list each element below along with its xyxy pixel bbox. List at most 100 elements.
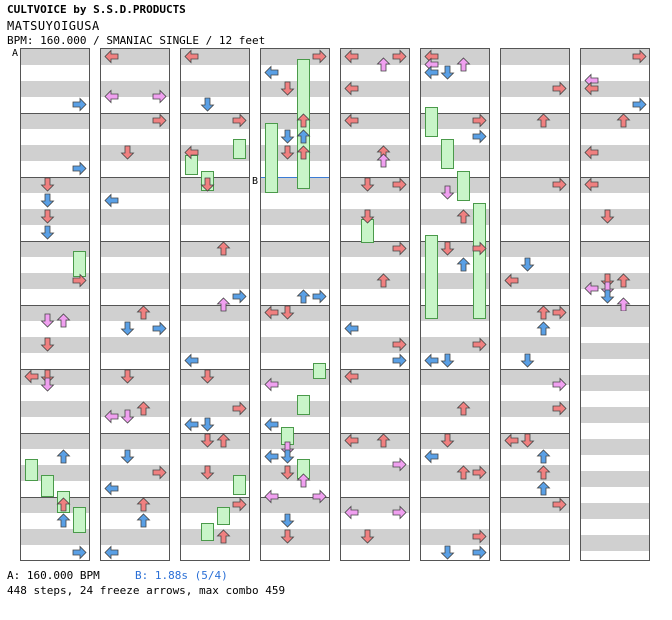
left-arrow-icon [264,417,279,432]
down-arrow-icon [200,177,215,192]
measure-line [181,241,249,242]
up-arrow-icon [616,113,631,128]
left-arrow-icon [184,417,199,432]
right-arrow-icon [392,337,407,352]
measure-line [421,433,489,434]
chart-column-1 [20,48,90,561]
up-arrow-icon [216,529,231,544]
measure-line [421,113,489,114]
measure-line [501,177,569,178]
chart-column-5 [340,48,410,561]
right-arrow-icon [392,457,407,472]
up-arrow-icon [536,321,551,336]
left-arrow-icon [344,505,359,520]
measure-line [341,433,409,434]
measure-line [581,305,649,306]
measure-line [341,497,409,498]
down-arrow-icon [280,305,295,320]
down-arrow-icon [280,465,295,480]
left-arrow-icon [504,433,519,448]
measure-line [421,369,489,370]
freeze-arrow [201,523,214,541]
left-arrow-icon [104,49,119,64]
left-arrow-icon [584,81,599,96]
chart-column-8 [580,48,650,561]
marker-b-label: B [252,176,259,187]
right-arrow-icon [312,489,327,504]
down-arrow-icon [280,145,295,160]
freeze-arrow [425,235,438,319]
left-arrow-icon [344,433,359,448]
down-arrow-icon [440,185,455,200]
up-arrow-icon [456,401,471,416]
right-arrow-icon [392,505,407,520]
down-arrow-icon [600,281,615,296]
up-arrow-icon [216,297,231,312]
left-arrow-icon [264,65,279,80]
measure-line [421,305,489,306]
measure-line [181,369,249,370]
up-arrow-icon [456,209,471,224]
left-arrow-icon [184,49,199,64]
measure-line [501,433,569,434]
measure-line [21,305,89,306]
measure-line [101,433,169,434]
down-arrow-icon [600,289,615,304]
up-arrow-icon [296,129,311,144]
left-arrow-icon [264,305,279,320]
measure-line [181,433,249,434]
chart-meta-line: BPM: 160.000 / SMANIAC SINGLE / 12 feet [7,34,266,47]
measure-line [261,497,329,498]
chart-column-4 [260,48,330,561]
measure-line [261,433,329,434]
up-arrow-icon [376,433,391,448]
up-arrow-icon [216,433,231,448]
right-arrow-icon [472,241,487,256]
left-arrow-icon [104,481,119,496]
right-arrow-icon [72,273,87,288]
measure-line [181,113,249,114]
up-arrow-icon [296,145,311,160]
right-arrow-icon [232,401,247,416]
measure-line [181,305,249,306]
bpm-b-info: B: 1.88s (5/4) [135,569,228,582]
freeze-arrow [217,507,230,525]
up-arrow-icon [56,449,71,464]
right-arrow-icon [72,161,87,176]
freeze-arrow [313,363,326,379]
song-title: MATSUYOIGUSA [7,19,100,33]
right-arrow-icon [232,289,247,304]
freeze-arrow [233,475,246,495]
measure-line [261,113,329,114]
left-arrow-icon [184,145,199,160]
right-arrow-icon [232,113,247,128]
right-arrow-icon [392,177,407,192]
chart-stats: 448 steps, 24 freeze arrows, max combo 4… [7,584,286,597]
chart-column-7 [500,48,570,561]
down-arrow-icon [200,97,215,112]
down-arrow-icon [280,449,295,464]
down-arrow-icon [520,433,535,448]
right-arrow-icon [552,497,567,512]
left-arrow-icon [424,65,439,80]
left-arrow-icon [184,353,199,368]
right-arrow-icon [152,465,167,480]
up-arrow-icon [536,465,551,480]
freeze-arrow [185,155,198,175]
left-arrow-icon [104,193,119,208]
up-arrow-icon [376,153,391,168]
down-arrow-icon [40,377,55,392]
down-arrow-icon [440,545,455,560]
down-arrow-icon [280,81,295,96]
up-arrow-icon [136,497,151,512]
measure-line [21,113,89,114]
down-arrow-icon [200,369,215,384]
right-arrow-icon [552,81,567,96]
down-arrow-icon [280,129,295,144]
left-arrow-icon [104,89,119,104]
down-arrow-icon [200,417,215,432]
measure-line [101,113,169,114]
down-arrow-icon [440,353,455,368]
measure-line [421,497,489,498]
right-arrow-icon [472,545,487,560]
